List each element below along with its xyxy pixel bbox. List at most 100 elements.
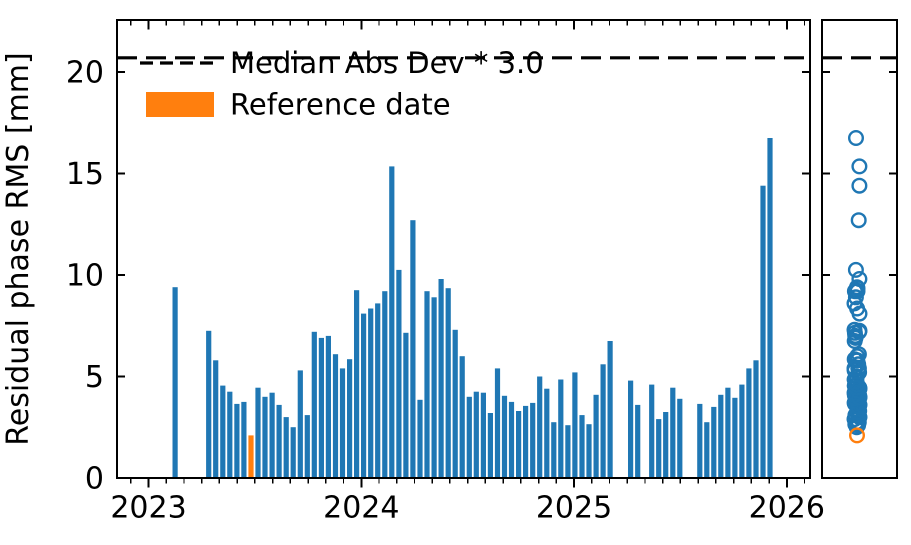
rms-bar bbox=[410, 220, 416, 478]
rms-bar bbox=[438, 279, 444, 478]
rms-bar bbox=[565, 425, 571, 478]
rms-bar bbox=[297, 370, 303, 478]
rms-bar bbox=[628, 380, 634, 478]
rms-bar bbox=[227, 391, 233, 478]
rms-bar bbox=[677, 398, 683, 478]
x-tick-label: 2023 bbox=[110, 491, 186, 526]
y-tick-label: 5 bbox=[85, 360, 104, 395]
strip-point bbox=[846, 360, 863, 377]
strip-point bbox=[847, 289, 864, 306]
strip-point bbox=[846, 321, 863, 338]
rms-bar bbox=[445, 288, 451, 478]
rms-bar bbox=[262, 396, 268, 478]
rms-bar bbox=[739, 384, 745, 478]
rms-bar bbox=[459, 356, 465, 478]
strip-point bbox=[849, 280, 866, 297]
rms-bar bbox=[220, 385, 226, 478]
rms-bar bbox=[523, 405, 529, 478]
rms-bar bbox=[332, 354, 339, 478]
rms-bar bbox=[487, 413, 493, 478]
rms-bar bbox=[760, 185, 766, 478]
rms-bar bbox=[607, 341, 613, 478]
y-tick-label: 20 bbox=[66, 56, 104, 91]
strip-point bbox=[846, 333, 863, 350]
legend: Median Abs Dev * 3.0 Reference date bbox=[140, 46, 544, 122]
rms-bar bbox=[494, 368, 501, 478]
main-plot-frame bbox=[116, 19, 811, 479]
rms-bar bbox=[325, 335, 331, 478]
rms-bar bbox=[656, 419, 662, 478]
rms-bar bbox=[558, 379, 564, 478]
rms-bar bbox=[424, 291, 430, 478]
rms-bar bbox=[290, 427, 296, 478]
rms-bar bbox=[452, 329, 458, 478]
rms-bar bbox=[255, 387, 261, 478]
rms-bar bbox=[389, 166, 395, 478]
rms-bar bbox=[508, 401, 515, 478]
rms-bar bbox=[403, 332, 409, 478]
rms-bar bbox=[711, 406, 717, 478]
y-tick-label: 15 bbox=[66, 157, 104, 192]
rms-bar bbox=[368, 308, 374, 478]
rms-bar bbox=[725, 387, 731, 478]
rms-bar bbox=[586, 424, 592, 478]
strip-point bbox=[851, 158, 868, 175]
rms-bar bbox=[501, 395, 508, 478]
rms-bar bbox=[276, 404, 282, 478]
rms-bar bbox=[347, 359, 353, 478]
strip-reference-point bbox=[849, 427, 866, 444]
rms-bar bbox=[480, 392, 486, 478]
rms-bar bbox=[311, 331, 317, 478]
rms-bar bbox=[172, 287, 178, 478]
rms-bar bbox=[339, 368, 346, 478]
rms-bar bbox=[746, 368, 752, 478]
rms-bar bbox=[600, 364, 606, 478]
legend-label-median-abs-dev: Median Abs Dev * 3.0 bbox=[230, 46, 544, 80]
strip-plot-frame bbox=[821, 19, 898, 479]
rms-bar bbox=[544, 388, 550, 478]
rms-bar bbox=[732, 397, 738, 478]
rms-bar bbox=[473, 391, 479, 478]
rms-bar bbox=[551, 422, 557, 478]
strip-point bbox=[850, 212, 867, 229]
strip-point bbox=[847, 261, 864, 278]
x-tick-label: 2026 bbox=[749, 491, 825, 526]
strip-point bbox=[851, 177, 868, 194]
rms-bar bbox=[663, 412, 669, 478]
axis-tick-labels: 2023 2024 2025 2026 0 5 10 15 20 bbox=[66, 56, 825, 526]
strip-point bbox=[848, 129, 865, 146]
rms-bar bbox=[704, 422, 710, 478]
rms-bar bbox=[382, 291, 388, 478]
rms-bar bbox=[516, 411, 522, 478]
legend-reference-patch bbox=[146, 92, 214, 117]
strip-points-group bbox=[846, 129, 868, 444]
rms-bar bbox=[670, 387, 676, 478]
rms-bar bbox=[417, 399, 423, 478]
rms-bar bbox=[593, 394, 599, 478]
rms-bar bbox=[718, 394, 724, 478]
strip-point bbox=[849, 352, 866, 369]
x-tick-label: 2025 bbox=[536, 491, 612, 526]
rms-bar bbox=[537, 376, 543, 478]
rms-bar bbox=[213, 360, 219, 478]
strip-point bbox=[851, 271, 868, 288]
rms-bar bbox=[269, 392, 275, 478]
rms-bar bbox=[396, 269, 402, 478]
reference-date-bar bbox=[248, 435, 254, 478]
rms-bar bbox=[753, 360, 759, 478]
y-tick-label: 0 bbox=[85, 462, 104, 497]
strip-point bbox=[849, 376, 866, 393]
rms-bar bbox=[649, 384, 655, 478]
rms-bar bbox=[241, 401, 247, 478]
rms-bar bbox=[431, 297, 437, 478]
rms-bar bbox=[767, 138, 773, 478]
rms-bar bbox=[354, 290, 360, 478]
rms-bar bbox=[579, 415, 585, 478]
rms-bar bbox=[318, 337, 324, 478]
rms-bar bbox=[304, 415, 310, 478]
rms-bar bbox=[466, 396, 472, 478]
legend-label-reference-date: Reference date bbox=[230, 88, 451, 122]
y-tick-label: 10 bbox=[66, 259, 104, 294]
